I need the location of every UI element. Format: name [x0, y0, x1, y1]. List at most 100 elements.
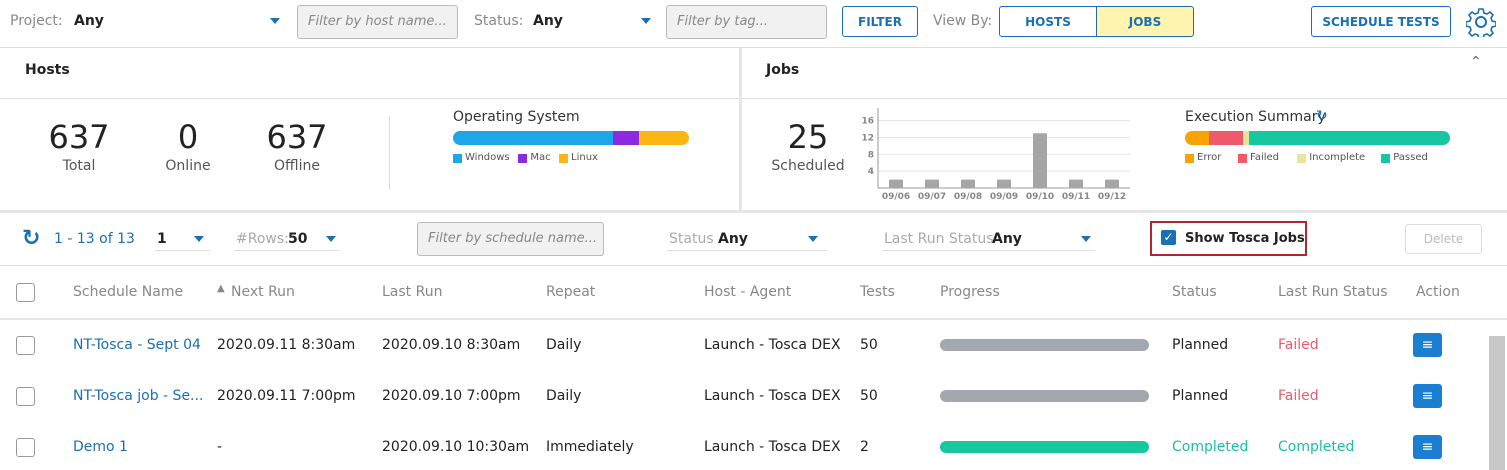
- refresh-icon[interactable]: ↻: [22, 226, 41, 251]
- column-header[interactable]: Status: [1172, 284, 1217, 300]
- row-checkbox[interactable]: [16, 387, 35, 406]
- panel-header-border: [0, 98, 1507, 99]
- stats-divider: [389, 116, 390, 190]
- row-checkbox[interactable]: [16, 336, 35, 355]
- schedule-filter[interactable]: Filter by schedule name...: [417, 222, 604, 256]
- tosca-label[interactable]: Show Tosca Jobs: [1185, 231, 1305, 246]
- stacked-title: Execution Summary: [1185, 109, 1326, 125]
- column-header[interactable]: Tests: [860, 284, 895, 300]
- cell[interactable]: NT-Tosca - Sept 04: [73, 337, 201, 353]
- header-checkbox[interactable]: [16, 283, 35, 302]
- host-filter[interactable]: Filter by host name...: [297, 5, 458, 39]
- last-run-caret[interactable]: [1081, 236, 1091, 242]
- column-header[interactable]: Last Run: [382, 284, 443, 300]
- status-label: Status:: [474, 13, 524, 29]
- cell: Launch - Tosca DEX: [704, 439, 841, 455]
- cell[interactable]: Demo 1: [73, 439, 128, 455]
- cell: 2020.09.11 8:30am: [217, 337, 356, 353]
- stat-label: Offline: [274, 158, 320, 174]
- segment: [1243, 131, 1249, 145]
- x-tick-label: 09/08: [954, 192, 982, 202]
- column-header[interactable]: Progress: [940, 284, 1000, 300]
- column-header[interactable]: Host - Agent: [704, 284, 792, 300]
- bar: [997, 179, 1011, 188]
- page-select[interactable]: 1: [157, 231, 167, 247]
- refresh-small[interactable]: ↻: [1316, 108, 1328, 124]
- filter-button[interactable]: FILTER: [842, 6, 918, 37]
- list-status-select[interactable]: Any: [718, 231, 748, 247]
- pagination: 1 - 13 of 13: [54, 231, 135, 247]
- bar: [1033, 133, 1047, 188]
- tag-filter[interactable]: Filter by tag...: [666, 5, 827, 39]
- project-label: Project:: [10, 13, 63, 29]
- scheduled-label: Scheduled: [771, 158, 845, 174]
- cell: Failed: [1278, 388, 1319, 404]
- last-run-select[interactable]: Any: [992, 231, 1022, 247]
- list-status-underline: [667, 250, 827, 251]
- segment: [1248, 131, 1450, 145]
- legend-label: Mac: [530, 152, 551, 163]
- column-header[interactable]: Schedule Name: [73, 284, 184, 300]
- project-caret[interactable]: [270, 18, 280, 24]
- tosca-checkbox[interactable]: ✓: [1161, 230, 1176, 245]
- status-select[interactable]: Any: [533, 13, 563, 29]
- rows-caret[interactable]: [326, 236, 336, 242]
- gear[interactable]: [1465, 7, 1497, 40]
- legend-swatch: [518, 154, 528, 163]
- settings-icon[interactable]: [1465, 7, 1497, 40]
- cell: 2020.09.10 8:30am: [382, 337, 521, 353]
- cell: 50: [860, 337, 878, 353]
- action-button[interactable]: ≡: [1413, 384, 1442, 408]
- stat-value: 637: [266, 118, 328, 156]
- legend-swatch: [559, 154, 568, 163]
- legend-label: Windows: [465, 152, 510, 163]
- segment: [1185, 131, 1209, 145]
- y-tick-label: 12: [861, 133, 874, 143]
- list-status-caret[interactable]: [808, 236, 818, 242]
- project-select[interactable]: Any: [74, 13, 104, 29]
- cell: Immediately: [546, 439, 634, 455]
- list-status-label: Status: [669, 231, 714, 247]
- x-tick-label: 09/07: [918, 192, 946, 202]
- list-toolbar-border: [0, 265, 1507, 266]
- legend-swatch: [453, 154, 462, 163]
- cell: 2020.09.10 10:30am: [382, 439, 530, 455]
- column-header[interactable]: Repeat: [546, 284, 596, 300]
- cell: Planned: [1172, 337, 1229, 353]
- legend-label: Failed: [1250, 152, 1280, 163]
- column-header[interactable]: Next Run: [231, 284, 295, 300]
- page-caret[interactable]: [194, 236, 204, 242]
- action-button[interactable]: ≡: [1413, 333, 1442, 357]
- bar: [1105, 179, 1119, 188]
- y-tick-label: 4: [868, 167, 874, 177]
- column-header[interactable]: Action: [1416, 284, 1460, 300]
- view-jobs[interactable]: JOBS: [1096, 6, 1194, 37]
- segment: [613, 131, 640, 145]
- x-tick-label: 09/12: [1098, 192, 1126, 202]
- rows-select[interactable]: 50: [288, 231, 308, 247]
- view-hosts[interactable]: HOSTS: [999, 6, 1097, 37]
- sort-arrow: ▲: [217, 283, 225, 294]
- stacked-bar: [453, 131, 689, 145]
- cell: Launch - Tosca DEX: [704, 337, 841, 353]
- cell: Daily: [546, 388, 582, 404]
- status-caret[interactable]: [641, 18, 651, 24]
- tosca-box: [1150, 221, 1307, 256]
- legend-swatch: [1238, 154, 1247, 163]
- schedule-tests-button[interactable]: SCHEDULE TESTS: [1311, 6, 1451, 37]
- bar: [889, 179, 903, 188]
- y-tick-label: 8: [868, 150, 874, 160]
- segment: [453, 131, 614, 145]
- delete-button[interactable]: Delete: [1405, 224, 1482, 254]
- progress-bar: [940, 390, 1149, 402]
- cell: Daily: [546, 337, 582, 353]
- row-checkbox[interactable]: [16, 438, 35, 457]
- bar: [961, 179, 975, 188]
- stat-value: 637: [48, 118, 110, 156]
- column-header[interactable]: Last Run Status: [1278, 284, 1388, 300]
- collapse-icon[interactable]: ⌃: [1470, 54, 1482, 70]
- action-button[interactable]: ≡: [1413, 435, 1442, 459]
- cell[interactable]: NT-Tosca job - Se...: [73, 388, 204, 404]
- y-tick-label: 16: [861, 117, 874, 127]
